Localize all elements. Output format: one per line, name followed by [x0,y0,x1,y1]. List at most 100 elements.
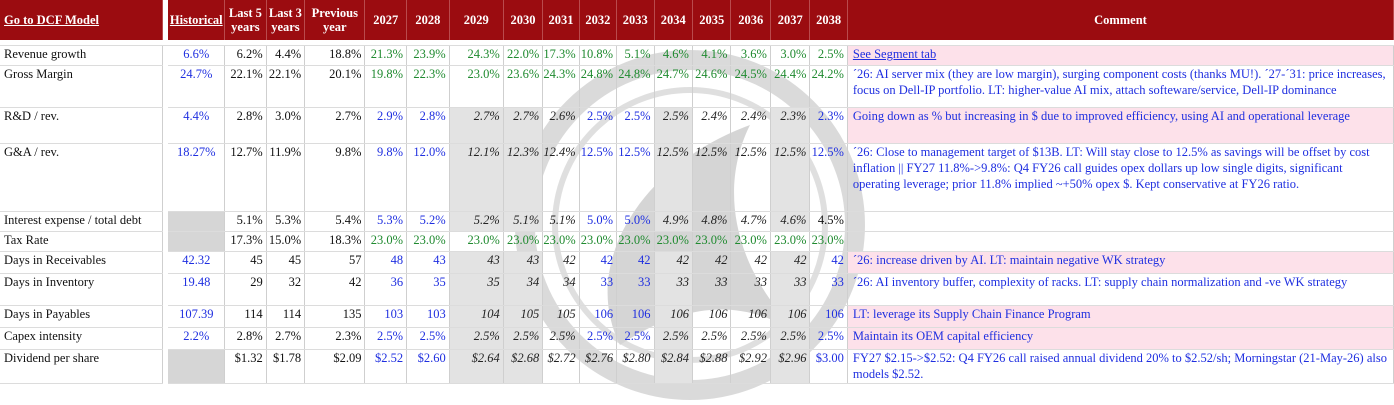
last5-cell[interactable]: 45 [224,251,267,274]
projection-cell[interactable]: $2.64 [449,349,504,384]
historical-cell[interactable]: 6.6% [168,45,226,66]
projection-cell[interactable]: 33 [730,273,771,306]
historical-cell[interactable] [168,211,226,232]
projection-cell[interactable]: 12.5% [692,143,732,212]
last3-cell[interactable]: 11.9% [266,143,306,212]
projection-cell[interactable]: $2.52 [364,349,408,384]
projection-cell[interactable]: 42 [616,251,655,274]
projection-cell[interactable]: 23.0% [770,231,811,252]
projection-cell[interactable]: 2.5% [579,327,618,350]
historical-cell[interactable] [168,349,226,384]
projection-cell[interactable]: 2.5% [654,107,693,144]
projection-cell[interactable]: 2.5% [364,327,408,350]
historical-cell[interactable]: 2.2% [168,327,226,350]
projection-cell[interactable]: 106 [770,305,811,328]
projection-cell[interactable]: 106 [809,305,848,328]
projection-cell[interactable]: $2.92 [730,349,771,384]
previous-year-cell[interactable]: 5.4% [304,211,366,232]
projection-cell[interactable]: 106 [730,305,771,328]
projection-cell[interactable]: 12.5% [730,143,771,212]
projection-cell[interactable]: 23.9% [406,45,450,66]
previous-year-cell[interactable]: 135 [304,305,366,328]
projection-cell[interactable]: 36 [364,273,408,306]
projection-cell[interactable]: 2.5% [503,327,544,350]
projection-cell[interactable]: 42 [730,251,771,274]
projection-cell[interactable]: $2.96 [770,349,811,384]
projection-cell[interactable]: 4.7% [730,211,771,232]
projection-cell[interactable]: 24.4% [770,65,811,108]
projection-cell[interactable]: 42 [579,251,618,274]
projection-cell[interactable]: 23.0% [503,231,544,252]
projection-cell[interactable]: 17.3% [542,45,580,66]
last3-cell[interactable]: $1.78 [266,349,306,384]
projection-cell[interactable]: 2.6% [542,107,580,144]
last5-cell[interactable]: 2.8% [224,107,267,144]
projection-cell[interactable]: 2.5% [770,327,811,350]
projection-cell[interactable]: 4.6% [770,211,811,232]
comment-cell[interactable]: LT: leverage its Supply Chain Finance Pr… [847,305,1394,328]
projection-cell[interactable]: 2.7% [503,107,544,144]
historical-cell[interactable]: 42.32 [168,251,226,274]
last5-cell[interactable]: 22.1% [224,65,267,108]
projection-cell[interactable]: $2.84 [654,349,693,384]
projection-cell[interactable]: 33 [654,273,693,306]
projection-cell[interactable]: 42 [809,251,848,274]
projection-cell[interactable]: 105 [503,305,544,328]
projection-cell[interactable]: 4.8% [692,211,732,232]
projection-cell[interactable]: 2.5% [542,327,580,350]
projection-cell[interactable]: 10.8% [579,45,618,66]
projection-cell[interactable]: 33 [692,273,732,306]
projection-cell[interactable]: 21.3% [364,45,408,66]
historical-cell[interactable] [168,231,226,252]
last5-cell[interactable]: 2.8% [224,327,267,350]
dcf-model-link[interactable]: Go to DCF Model [0,0,163,40]
projection-cell[interactable]: 3.6% [730,45,771,66]
last3-cell[interactable]: 3.0% [266,107,306,144]
projection-cell[interactable]: 12.0% [406,143,450,212]
last5-cell[interactable]: 29 [224,273,267,306]
previous-year-cell[interactable]: 2.3% [304,327,366,350]
projection-cell[interactable]: 2.5% [809,45,848,66]
last3-cell[interactable]: 45 [266,251,306,274]
projection-cell[interactable]: 2.4% [692,107,732,144]
projection-cell[interactable]: 104 [449,305,504,328]
projection-cell[interactable]: 12.5% [616,143,655,212]
last3-cell[interactable]: 114 [266,305,306,328]
projection-cell[interactable]: 24.6% [692,65,732,108]
projection-cell[interactable]: 24.8% [616,65,655,108]
projection-cell[interactable]: 43 [449,251,504,274]
projection-cell[interactable]: 2.3% [770,107,811,144]
projection-cell[interactable]: 33 [579,273,618,306]
previous-year-cell[interactable]: 18.8% [304,45,366,66]
comment-cell[interactable]: Maintain its OEM capital efficiency [847,327,1394,350]
projection-cell[interactable]: 42 [654,251,693,274]
projection-cell[interactable]: $2.76 [579,349,618,384]
projection-cell[interactable]: 5.1% [542,211,580,232]
comment-cell[interactable]: ´26: AI inventory buffer, complexity of … [847,273,1394,306]
projection-cell[interactable]: 42 [542,251,580,274]
projection-cell[interactable]: 43 [503,251,544,274]
projection-cell[interactable]: 35 [406,273,450,306]
previous-year-cell[interactable]: 2.7% [304,107,366,144]
projection-cell[interactable]: 12.5% [579,143,618,212]
projection-cell[interactable]: 48 [364,251,408,274]
projection-cell[interactable]: 24.3% [449,45,504,66]
projection-cell[interactable]: 2.3% [809,107,848,144]
last3-cell[interactable]: 2.7% [266,327,306,350]
historical-header[interactable]: Historical [168,0,226,40]
projection-cell[interactable]: 19.8% [364,65,408,108]
projection-cell[interactable]: 4.5% [809,211,848,232]
previous-year-cell[interactable]: 57 [304,251,366,274]
projection-cell[interactable]: $2.80 [616,349,655,384]
projection-cell[interactable]: 35 [449,273,504,306]
last5-cell[interactable]: 6.2% [224,45,267,66]
last5-cell[interactable]: 114 [224,305,267,328]
projection-cell[interactable]: 12.5% [809,143,848,212]
projection-cell[interactable]: 24.5% [730,65,771,108]
projection-cell[interactable]: $2.88 [692,349,732,384]
projection-cell[interactable]: 12.5% [770,143,811,212]
previous-year-cell[interactable]: 9.8% [304,143,366,212]
projection-cell[interactable]: 103 [406,305,450,328]
projection-cell[interactable]: 5.0% [579,211,618,232]
comment-cell[interactable]: Going down as % but increasing in $ due … [847,107,1394,144]
